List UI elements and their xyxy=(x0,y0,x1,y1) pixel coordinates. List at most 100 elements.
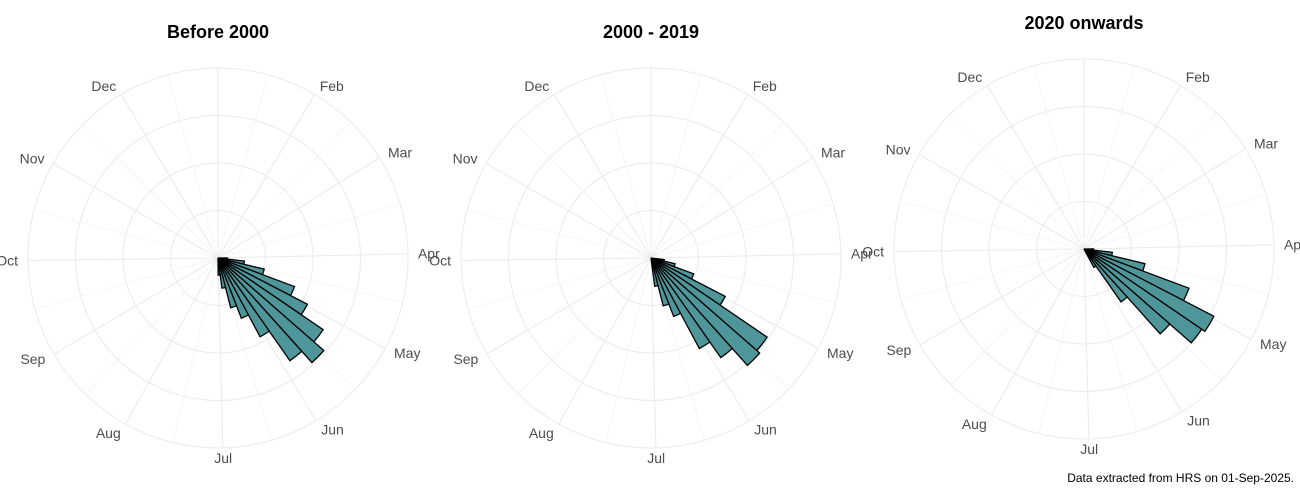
month-label-nov: Nov xyxy=(886,142,911,158)
grid-spoke xyxy=(1083,248,1090,439)
month-label-aug: Aug xyxy=(962,416,987,432)
month-label-mar: Mar xyxy=(388,145,412,161)
grid-spoke-minor xyxy=(650,203,834,259)
grid-spoke xyxy=(486,257,652,355)
grid-spoke xyxy=(217,257,224,448)
bar xyxy=(650,257,682,318)
grid-spoke-minor xyxy=(605,257,652,443)
bars xyxy=(650,257,769,367)
bar xyxy=(1083,248,1215,333)
month-label-aug: Aug xyxy=(529,425,554,441)
grid-spoke xyxy=(52,162,219,259)
grid-spoke xyxy=(918,153,1085,250)
grid-spoke-minor xyxy=(217,121,352,259)
month-label-sep: Sep xyxy=(453,351,478,367)
month-label-nov: Nov xyxy=(20,151,45,167)
grid-spoke-minor xyxy=(650,121,785,259)
bar xyxy=(1083,248,1097,269)
grid-spoke-minor xyxy=(950,248,1085,386)
month-label-feb: Feb xyxy=(753,78,777,94)
month-labels: Dec Feb Mar Apr May Jun Jul Aug Sep Oct Nov xyxy=(429,78,873,466)
grid-spoke-minor xyxy=(1083,65,1135,250)
month-label-jul: Jul xyxy=(214,450,232,466)
month-label-mar: Mar xyxy=(821,145,845,161)
polar-panel-before-2000: Feb Mar Apr May Jun Jul Aug Sep Oct Nov Dec Before … xyxy=(0,22,440,466)
grid-spoke-minor xyxy=(172,257,219,443)
grid-spoke-minor xyxy=(948,115,1085,250)
month-label-jun: Jun xyxy=(1187,412,1210,428)
bar xyxy=(650,257,761,367)
grid-spoke xyxy=(986,85,1085,250)
month-label-may: May xyxy=(827,345,853,361)
grid-spoke xyxy=(650,94,749,259)
month-label-sep: Sep xyxy=(20,351,45,367)
month-label-may: May xyxy=(1260,336,1286,352)
month-label-feb: Feb xyxy=(1186,69,1210,85)
grid-spoke-minor xyxy=(34,257,219,310)
data-source-caption: Data extracted from HRS on 01-Sep-2025. xyxy=(1067,471,1294,485)
grid-spoke-minor xyxy=(217,203,401,259)
month-label-dec: Dec xyxy=(91,78,116,94)
grid-spoke xyxy=(991,248,1085,416)
bar xyxy=(217,257,221,276)
grid-spoke-minor xyxy=(167,74,219,259)
bar xyxy=(217,257,238,309)
polar-panel-2000-2019: Dec Feb Mar Apr May Jun Jul Aug Sep Oct Nov 2000 - … xyxy=(429,22,873,466)
month-label-oct: Oct xyxy=(0,253,18,269)
grid-spoke xyxy=(650,253,841,259)
month-label-dec: Dec xyxy=(524,78,549,94)
grid-spoke xyxy=(217,94,316,259)
grid-spoke-minor xyxy=(84,257,219,395)
bar xyxy=(650,257,670,307)
grid-spoke xyxy=(650,157,813,259)
bar xyxy=(1083,248,1171,335)
grid-spoke-minor xyxy=(217,74,269,259)
bar xyxy=(217,257,271,338)
grid-spoke-minor xyxy=(1033,65,1085,250)
grid-spoke xyxy=(485,162,652,259)
month-label-apr: Apr xyxy=(418,246,440,262)
panel-title: 2020 onwards xyxy=(1024,13,1143,33)
grid-spoke xyxy=(125,257,219,425)
grid-spoke-minor xyxy=(1038,248,1085,434)
month-label-apr: Apr xyxy=(851,246,873,262)
grid-spoke-minor xyxy=(600,74,652,259)
polar-panel-2020-onwards: Dec Feb Mar Apr May Jun Jul Aug Sep Oct Nov 2020 on… xyxy=(862,13,1300,457)
month-label-feb: Feb xyxy=(320,78,344,94)
month-label-oct: Oct xyxy=(429,253,451,269)
grid-spoke-minor xyxy=(466,209,652,259)
grid-spoke xyxy=(1083,148,1246,250)
bar xyxy=(217,257,250,320)
month-label-jul: Jul xyxy=(647,450,665,466)
grid-spoke xyxy=(120,94,219,259)
grid-spoke-minor xyxy=(515,124,652,259)
grid-spoke xyxy=(894,248,1085,252)
month-label-oct: Oct xyxy=(862,244,884,260)
grid-spoke xyxy=(1083,248,1183,413)
month-labels: Dec Feb Mar Apr May Jun Jul Aug Sep Oct Nov xyxy=(862,69,1300,457)
month-label-apr: Apr xyxy=(1284,237,1300,253)
grid-spoke-minor xyxy=(1083,248,1138,432)
grid-spoke xyxy=(217,157,380,259)
grid-spoke xyxy=(553,94,652,259)
month-label-dec: Dec xyxy=(957,69,982,85)
month-label-jun: Jun xyxy=(754,421,777,437)
month-label-jul: Jul xyxy=(1080,441,1098,457)
grid-spoke xyxy=(28,257,219,261)
month-label-nov: Nov xyxy=(453,151,478,167)
grid-spoke xyxy=(919,248,1085,346)
month-label-sep: Sep xyxy=(886,342,911,358)
month-label-aug: Aug xyxy=(96,425,121,441)
grid-spoke-minor xyxy=(899,200,1085,250)
grid-spoke xyxy=(1083,244,1274,250)
bar xyxy=(650,257,734,359)
bars xyxy=(1083,248,1215,344)
bar xyxy=(217,257,325,364)
bar xyxy=(217,257,227,289)
bar xyxy=(217,257,303,362)
grid-spoke-minor xyxy=(1083,194,1267,250)
month-label-jun: Jun xyxy=(321,421,344,437)
polar-grid xyxy=(893,58,1275,440)
grid-spoke xyxy=(650,257,657,448)
